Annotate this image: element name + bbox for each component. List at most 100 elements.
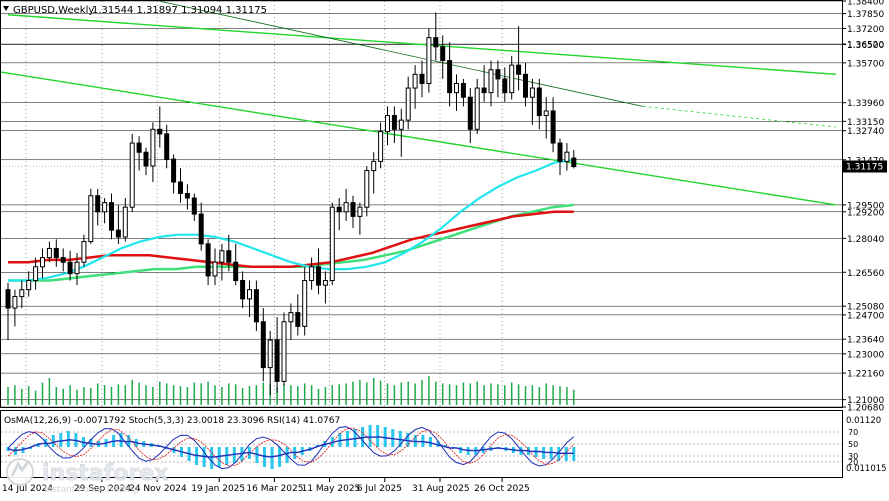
candle[interactable]: [322, 271, 328, 304]
candle[interactable]: [267, 330, 273, 396]
candle[interactable]: [102, 198, 108, 224]
candle[interactable]: [295, 294, 301, 336]
trend-lines: [0, 0, 837, 206]
candle[interactable]: [46, 241, 52, 263]
candle[interactable]: [226, 234, 232, 272]
candle[interactable]: [184, 184, 190, 210]
candle-body: [502, 78, 508, 94]
candle[interactable]: [378, 122, 384, 169]
candle[interactable]: [488, 60, 494, 107]
candle[interactable]: [109, 193, 114, 240]
candle[interactable]: [516, 26, 522, 91]
candle[interactable]: [198, 202, 204, 251]
candle[interactable]: [426, 28, 432, 93]
price-tick-label: 1.24700: [847, 311, 884, 321]
candle[interactable]: [557, 138, 563, 176]
candle[interactable]: [405, 76, 411, 130]
candle[interactable]: [95, 188, 101, 226]
collapse-triangle-icon[interactable]: [3, 6, 9, 11]
candle[interactable]: [150, 122, 156, 183]
candle[interactable]: [281, 312, 287, 386]
candle[interactable]: [316, 248, 321, 295]
candle[interactable]: [136, 136, 142, 171]
candle[interactable]: [502, 67, 508, 102]
candle[interactable]: [391, 106, 397, 144]
candle[interactable]: [74, 253, 80, 286]
candle-body: [46, 247, 52, 259]
candle[interactable]: [433, 12, 439, 61]
candle[interactable]: [288, 303, 294, 341]
candle[interactable]: [274, 317, 280, 393]
trend-line[interactable]: [7, 14, 837, 76]
ma-red-line: [8, 210, 574, 269]
candle[interactable]: [467, 88, 473, 144]
candle[interactable]: [529, 78, 535, 125]
candle[interactable]: [350, 195, 356, 228]
candle-body: [40, 257, 45, 268]
candle[interactable]: [247, 280, 252, 318]
candle[interactable]: [302, 266, 308, 336]
trend-line[interactable]: [0, 71, 837, 206]
candle[interactable]: [205, 239, 211, 286]
candle[interactable]: [309, 257, 315, 290]
candle[interactable]: [412, 65, 418, 109]
candle[interactable]: [385, 106, 390, 146]
candle[interactable]: [564, 143, 570, 171]
candle[interactable]: [191, 193, 197, 221]
candle-body: [460, 82, 466, 98]
candle[interactable]: [212, 248, 218, 286]
candle[interactable]: [81, 234, 87, 267]
candle[interactable]: [419, 60, 425, 98]
candle[interactable]: [26, 271, 32, 297]
candle[interactable]: [88, 188, 94, 244]
candle-body: [467, 96, 473, 130]
candle[interactable]: [164, 124, 170, 169]
candle-body: [67, 261, 73, 275]
candle[interactable]: [122, 198, 128, 242]
candle-body: [550, 110, 556, 144]
candle[interactable]: [481, 65, 487, 102]
candle[interactable]: [454, 74, 459, 111]
candle[interactable]: [19, 280, 25, 309]
candle[interactable]: [509, 55, 515, 100]
candle[interactable]: [40, 248, 45, 279]
candle[interactable]: [371, 152, 377, 194]
candle[interactable]: [343, 188, 349, 221]
candle[interactable]: [550, 97, 556, 153]
candle[interactable]: [5, 282, 11, 341]
candle[interactable]: [543, 97, 549, 139]
candle[interactable]: [336, 198, 342, 231]
candle[interactable]: [33, 257, 39, 290]
candle[interactable]: [474, 78, 480, 134]
candle[interactable]: [171, 154, 177, 194]
candle[interactable]: [460, 78, 466, 107]
candle[interactable]: [178, 168, 183, 203]
candle[interactable]: [329, 202, 335, 286]
candle[interactable]: [67, 250, 73, 281]
candle[interactable]: [233, 243, 239, 286]
candle[interactable]: [253, 280, 259, 331]
candle[interactable]: [143, 147, 149, 176]
trend-line[interactable]: [1, 0, 643, 107]
candle[interactable]: [260, 308, 266, 382]
candle[interactable]: [364, 165, 370, 217]
candle[interactable]: [536, 78, 542, 130]
candle[interactable]: [219, 243, 225, 281]
candle[interactable]: [357, 202, 363, 235]
candle[interactable]: [523, 62, 528, 107]
candle[interactable]: [240, 271, 246, 309]
candle[interactable]: [495, 60, 501, 98]
candle[interactable]: [12, 289, 18, 327]
candle[interactable]: [447, 42, 453, 107]
candle[interactable]: [129, 133, 135, 212]
candle[interactable]: [115, 204, 121, 244]
candle[interactable]: [53, 239, 59, 267]
trend-line[interactable]: [642, 105, 837, 128]
candle[interactable]: [60, 248, 66, 272]
candle[interactable]: [398, 108, 404, 157]
candle[interactable]: [157, 106, 163, 148]
candle-body: [543, 110, 549, 117]
candle[interactable]: [440, 35, 446, 79]
candle[interactable]: [571, 149, 577, 169]
